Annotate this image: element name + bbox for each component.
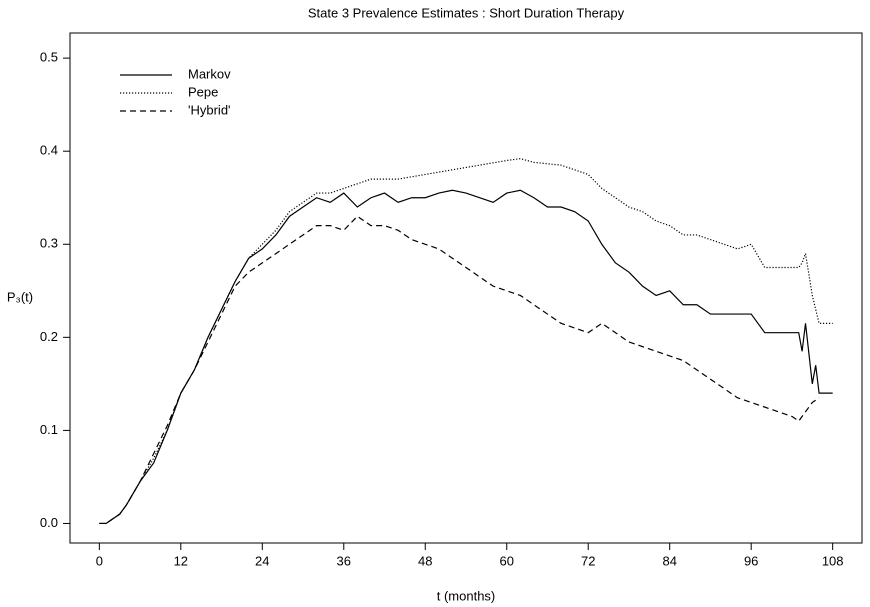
x-tick-label: 0 <box>96 553 103 568</box>
x-tick-label: 36 <box>337 553 351 568</box>
y-tick-label: 0.1 <box>40 422 58 437</box>
x-tick-label: 60 <box>500 553 514 568</box>
line-series <box>99 215 820 525</box>
plot-frame <box>69 32 863 544</box>
x-axis-label: t (months) <box>437 588 496 603</box>
y-tick-label: 0.0 <box>40 515 58 530</box>
x-tick-label: 108 <box>822 553 844 568</box>
x-tick-label: 12 <box>174 553 188 568</box>
chart-title: State 3 Prevalence Estimates : Short Dur… <box>308 5 625 20</box>
line-series <box>99 189 833 525</box>
y-tick-label: 0.4 <box>40 143 58 158</box>
x-tick-label: 96 <box>744 553 758 568</box>
y-axis-label: P₃(t) <box>7 289 33 304</box>
x-tick-label: 72 <box>581 553 595 568</box>
x-tick-label: 84 <box>662 553 676 568</box>
y-tick-label: 0.3 <box>40 236 58 251</box>
legend-label: Markov <box>188 66 231 81</box>
y-tick-label: 0.2 <box>40 329 58 344</box>
legend-label: Pepe <box>188 84 218 99</box>
legend-label: 'Hybrid' <box>188 102 231 117</box>
y-tick-label: 0.5 <box>40 50 58 65</box>
x-tick-label: 24 <box>255 553 269 568</box>
x-tick-label: 48 <box>418 553 432 568</box>
line-series <box>99 158 833 525</box>
